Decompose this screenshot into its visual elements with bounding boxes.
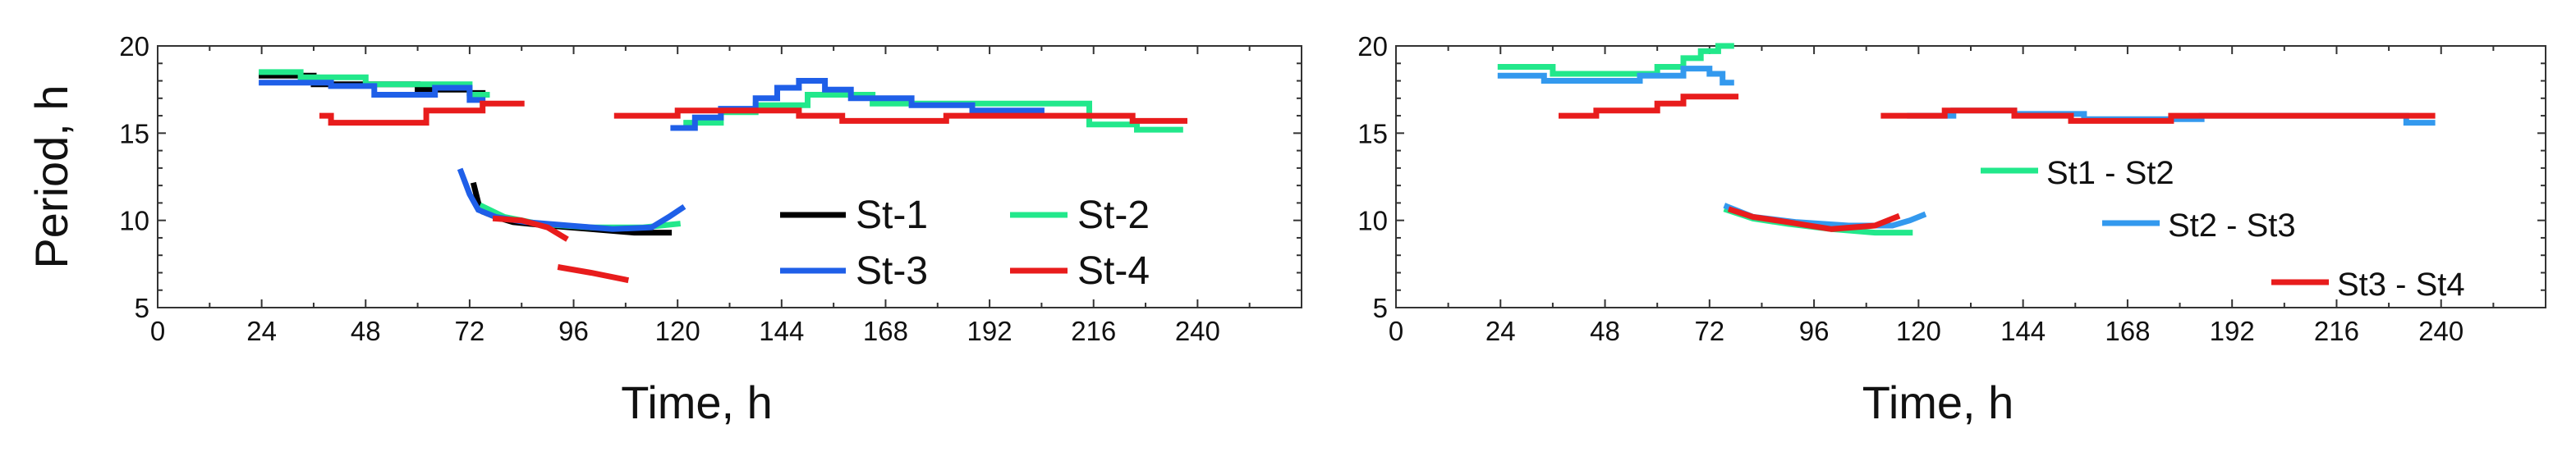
c1-x-tick-label: 144 bbox=[2000, 316, 2046, 346]
c0-x-tick-label: 240 bbox=[1175, 316, 1220, 346]
c0-y-tick-label: 10 bbox=[119, 206, 149, 236]
left-chart-panel: 0 24 48 72 96 120 144 168 192 216 240 5 10 15 20 Time, … bbox=[25, 31, 1302, 428]
c0-x-tick-label: 192 bbox=[967, 316, 1012, 346]
c0-y-tick-label: 5 bbox=[135, 293, 149, 323]
c1-x-tick-label: 192 bbox=[2210, 316, 2255, 346]
c0-x-tick-label: 24 bbox=[246, 316, 277, 346]
c0-x-axis-label: Time, h bbox=[621, 377, 773, 428]
c0-series-3-segment-0 bbox=[319, 100, 525, 126]
c1-series-2-segment-1 bbox=[1727, 206, 1901, 232]
c1-x-tick-label: 0 bbox=[1389, 316, 1403, 346]
c0-series-3-segment-1 bbox=[492, 215, 569, 242]
c1-series-2-segment-2 bbox=[1880, 107, 2436, 124]
c1-series-0-segment-0 bbox=[1497, 43, 1734, 77]
c1-legend-label-1: St2 - St3 bbox=[2168, 208, 2296, 244]
c1-x-tick-label: 120 bbox=[1896, 316, 1941, 346]
c1-y-tick-label: 15 bbox=[1357, 118, 1388, 148]
c1-y-tick-label: 20 bbox=[1357, 31, 1388, 62]
c0-x-tick-label: 72 bbox=[455, 316, 485, 346]
right-chart-panel: 0 24 48 72 96 120 144 168 192 216 240 5 10 15 20 Time, … bbox=[1357, 31, 2546, 428]
c1-legend-label-2: St3 - St4 bbox=[2337, 267, 2465, 303]
c1-x-axis-label: Time, h bbox=[1862, 377, 2014, 428]
c1-y-tick-label: 5 bbox=[1373, 293, 1388, 323]
c0-x-tick-label: 96 bbox=[558, 316, 589, 346]
c1-y-tick-label: 10 bbox=[1357, 206, 1388, 236]
c0-series-2-segment-0 bbox=[259, 80, 486, 103]
c0-x-tick-label: 168 bbox=[863, 316, 908, 346]
c0-legend-label-3: St-4 bbox=[1077, 249, 1150, 293]
c0-y-tick-label: 20 bbox=[119, 31, 149, 62]
c0-x-tick-label: 216 bbox=[1071, 316, 1116, 346]
c0-x-tick-label: 0 bbox=[150, 316, 165, 346]
c1-series-2-segment-0 bbox=[1559, 94, 1739, 119]
c0-legend-label-2: St-3 bbox=[856, 249, 928, 293]
c0-x-tick-label: 48 bbox=[351, 316, 381, 346]
c0-series-2-segment-1 bbox=[457, 167, 686, 232]
c0-legend-label-1: St-2 bbox=[1077, 194, 1150, 237]
c0-series-3-segment-2 bbox=[557, 264, 630, 284]
c1-x-tick-label: 72 bbox=[1694, 316, 1724, 346]
c1-x-tick-label: 48 bbox=[1590, 316, 1620, 346]
c0-y-tick-label: 15 bbox=[119, 118, 149, 148]
c0-x-tick-label: 144 bbox=[759, 316, 804, 346]
c0-series-3-segment-3 bbox=[613, 107, 1187, 124]
c1-x-tick-label: 168 bbox=[2105, 316, 2150, 346]
c1-series-1-segment-0 bbox=[1497, 66, 1734, 86]
c1-x-tick-label: 24 bbox=[1485, 316, 1516, 346]
c1-x-tick-label: 216 bbox=[2314, 316, 2359, 346]
c0-y-axis-label: Period, h bbox=[25, 84, 77, 268]
c1-legend-label-0: St1 - St2 bbox=[2046, 155, 2174, 191]
c1-x-tick-label: 240 bbox=[2418, 316, 2464, 346]
c0-series-2-segment-2 bbox=[670, 78, 1045, 131]
c0-legend-label-0: St-1 bbox=[856, 194, 928, 237]
c1-x-tick-label: 96 bbox=[1799, 316, 1830, 346]
c0-x-tick-label: 120 bbox=[655, 316, 700, 346]
